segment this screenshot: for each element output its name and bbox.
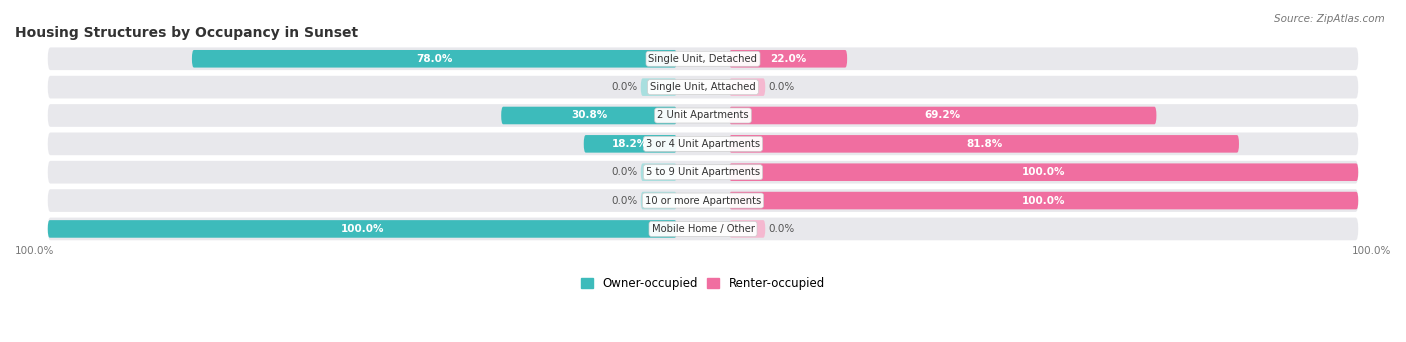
- FancyBboxPatch shape: [730, 220, 765, 238]
- Text: 0.0%: 0.0%: [769, 82, 794, 92]
- FancyBboxPatch shape: [48, 76, 1358, 98]
- FancyBboxPatch shape: [730, 163, 1358, 181]
- Text: 78.0%: 78.0%: [416, 54, 453, 64]
- Text: Single Unit, Detached: Single Unit, Detached: [648, 54, 758, 64]
- FancyBboxPatch shape: [48, 104, 1358, 127]
- Text: 30.8%: 30.8%: [571, 110, 607, 120]
- FancyBboxPatch shape: [641, 78, 676, 96]
- FancyBboxPatch shape: [48, 218, 1358, 240]
- FancyBboxPatch shape: [48, 189, 1358, 212]
- Text: Single Unit, Attached: Single Unit, Attached: [650, 82, 756, 92]
- Text: Housing Structures by Occupancy in Sunset: Housing Structures by Occupancy in Sunse…: [15, 26, 359, 40]
- Text: 69.2%: 69.2%: [925, 110, 960, 120]
- Text: 100.0%: 100.0%: [1351, 246, 1391, 256]
- FancyBboxPatch shape: [730, 50, 848, 68]
- Legend: Owner-occupied, Renter-occupied: Owner-occupied, Renter-occupied: [576, 272, 830, 295]
- FancyBboxPatch shape: [641, 163, 676, 181]
- FancyBboxPatch shape: [48, 132, 1358, 155]
- FancyBboxPatch shape: [48, 161, 1358, 184]
- Text: 100.0%: 100.0%: [1022, 167, 1066, 177]
- FancyBboxPatch shape: [730, 135, 1239, 153]
- FancyBboxPatch shape: [583, 135, 676, 153]
- Text: Mobile Home / Other: Mobile Home / Other: [651, 224, 755, 234]
- Text: 100.0%: 100.0%: [1022, 196, 1066, 206]
- Text: 18.2%: 18.2%: [612, 139, 648, 149]
- FancyBboxPatch shape: [48, 48, 1358, 70]
- Text: 0.0%: 0.0%: [769, 224, 794, 234]
- Text: 0.0%: 0.0%: [612, 82, 637, 92]
- Text: 0.0%: 0.0%: [612, 196, 637, 206]
- Text: 100.0%: 100.0%: [15, 246, 55, 256]
- Text: 3 or 4 Unit Apartments: 3 or 4 Unit Apartments: [645, 139, 761, 149]
- Text: 100.0%: 100.0%: [340, 224, 384, 234]
- Text: 81.8%: 81.8%: [966, 139, 1002, 149]
- FancyBboxPatch shape: [501, 107, 676, 124]
- Text: 0.0%: 0.0%: [612, 167, 637, 177]
- FancyBboxPatch shape: [191, 50, 676, 68]
- Text: 2 Unit Apartments: 2 Unit Apartments: [657, 110, 749, 120]
- FancyBboxPatch shape: [730, 78, 765, 96]
- Text: 22.0%: 22.0%: [770, 54, 806, 64]
- Text: Source: ZipAtlas.com: Source: ZipAtlas.com: [1274, 14, 1385, 24]
- FancyBboxPatch shape: [730, 107, 1156, 124]
- FancyBboxPatch shape: [730, 192, 1358, 209]
- FancyBboxPatch shape: [641, 192, 676, 209]
- FancyBboxPatch shape: [48, 220, 676, 238]
- Text: 10 or more Apartments: 10 or more Apartments: [645, 196, 761, 206]
- Text: 5 to 9 Unit Apartments: 5 to 9 Unit Apartments: [645, 167, 761, 177]
